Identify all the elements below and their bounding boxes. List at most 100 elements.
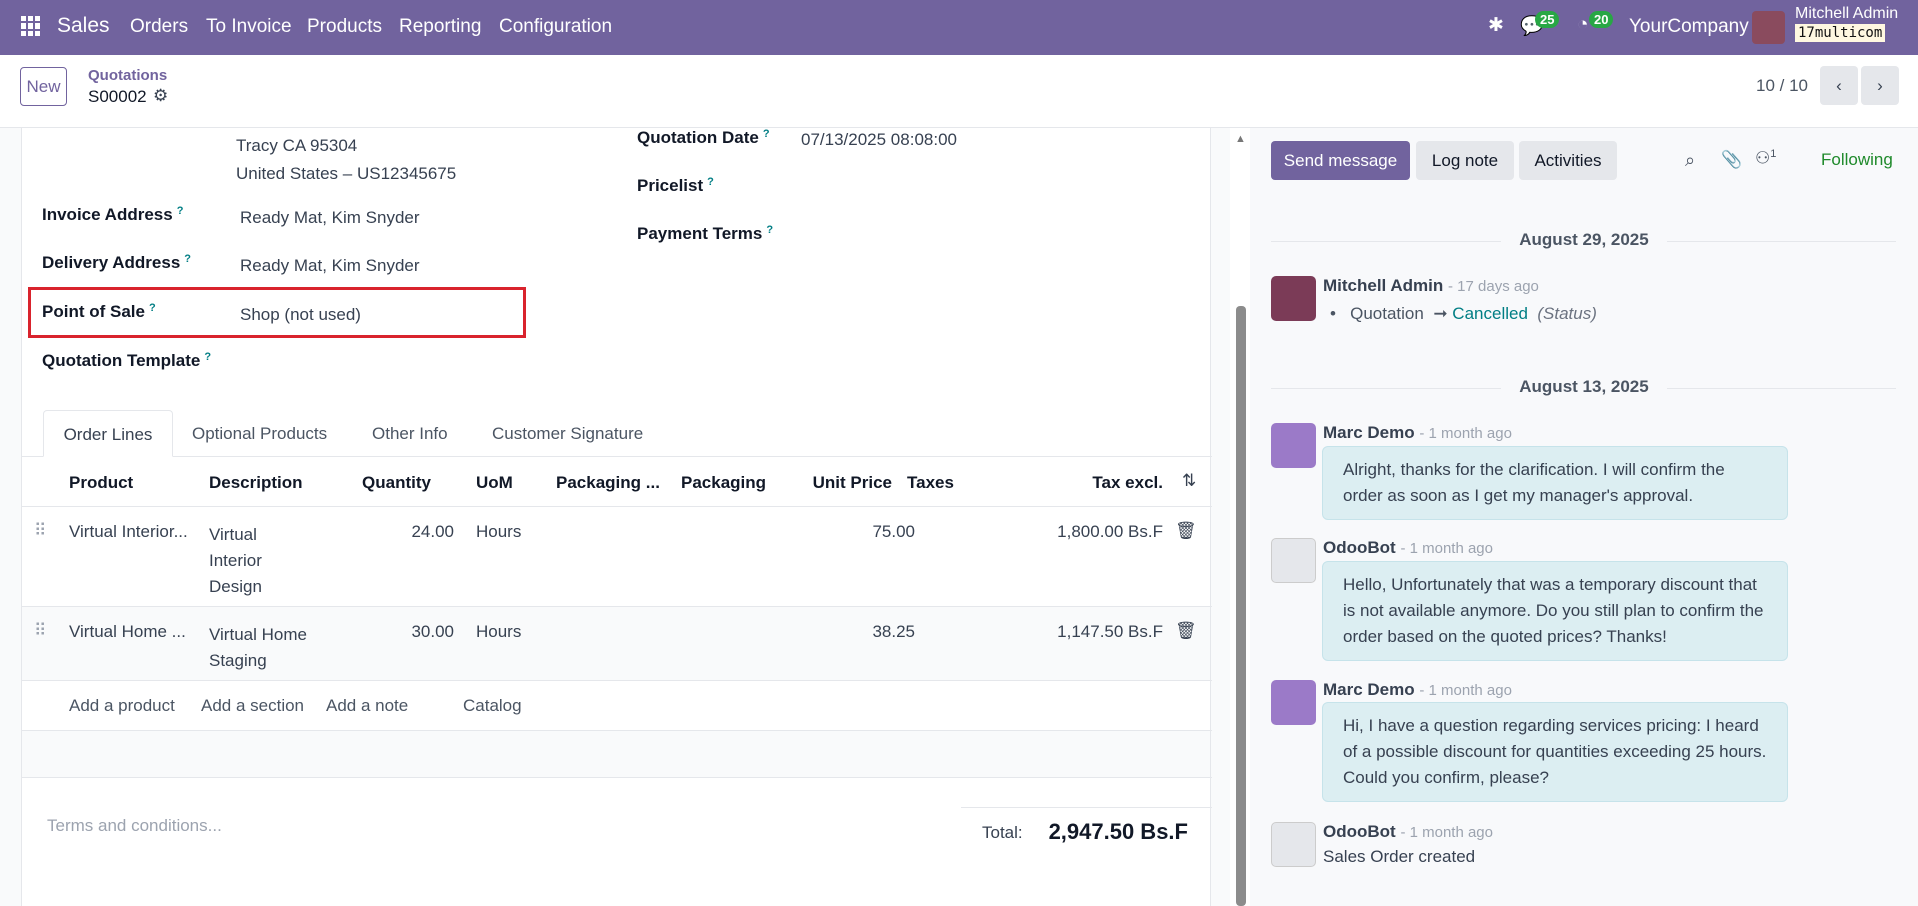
user-avatar[interactable] <box>1752 11 1785 44</box>
scroll-up-arrow-icon[interactable]: ▲ <box>1235 133 1246 145</box>
cell-subtotal: 1,147.50 Bs.F <box>1057 622 1163 641</box>
tab-customer-signature[interactable]: Customer Signature <box>492 424 644 443</box>
pricelist-label: Pricelist? <box>637 176 714 195</box>
tab-optional-products[interactable]: Optional Products <box>192 424 328 443</box>
message-body: Sales Order created <box>1323 847 1476 866</box>
table-row[interactable]: ⠿ Virtual Interior... Virtual Interior Des… <box>22 507 1210 606</box>
address-line: Tracy CA 95304 <box>236 136 358 155</box>
messages-badge: 25 <box>1535 11 1560 28</box>
log-note-button[interactable]: Log note <box>1416 141 1514 180</box>
message-author: Marc Demo - 1 month ago <box>1323 680 1512 699</box>
gear-icon[interactable]: ⚙ <box>153 86 169 105</box>
app-name[interactable]: Sales <box>57 14 110 37</box>
divider <box>22 777 1212 778</box>
trash-icon[interactable]: 🗑 <box>1175 521 1197 540</box>
control-panel: New Quotations S00002 ⚙ 10 / 10 ‹ › <box>0 55 1918 128</box>
menu-orders[interactable]: Orders <box>130 16 189 37</box>
chatter: Send message Log note Activities ⌕ 📎 ⚇1 … <box>1250 128 1918 906</box>
followers-icon[interactable]: ⚇1 <box>1755 148 1777 168</box>
tab-order-lines[interactable]: Order Lines <box>43 410 173 457</box>
col-unit-price[interactable]: Unit Price <box>812 473 892 492</box>
col-taxes[interactable]: Taxes <box>907 473 954 492</box>
col-tax-excl[interactable]: Tax excl. <box>1092 473 1163 492</box>
form-sheet: Tracy CA 95304 United States – US1234567… <box>21 128 1212 906</box>
add-section-link[interactable]: Add a section <box>201 696 305 715</box>
drag-handle-icon[interactable]: ⠿ <box>34 621 47 640</box>
apps-menu-icon[interactable] <box>21 16 41 36</box>
avatar[interactable] <box>1271 680 1316 725</box>
menu-products[interactable]: Products <box>307 16 382 37</box>
col-description[interactable]: Description <box>209 473 303 492</box>
cell-subtotal: 1,800.00 Bs.F <box>1057 522 1163 541</box>
search-icon[interactable]: ⌕ <box>1685 150 1696 170</box>
avatar[interactable] <box>1271 276 1316 321</box>
activities-clock-icon[interactable]: ◔ <box>1577 14 1589 35</box>
invoice-address-label: Invoice Address? <box>42 205 184 224</box>
menu-configuration[interactable]: Configuration <box>499 16 613 37</box>
tracking-value: • Quotation ➞ Cancelled (Status) <box>1330 304 1597 323</box>
col-packaging-qty[interactable]: Packaging ... <box>556 473 660 492</box>
address-line: United States – US12345675 <box>236 164 457 183</box>
total-divider <box>961 807 1212 808</box>
message-author: OdooBot - 1 month ago <box>1323 538 1493 557</box>
arrow-right-icon: ➞ <box>1428 304 1448 323</box>
paperclip-icon[interactable]: 📎 <box>1721 150 1743 169</box>
drag-handle-icon[interactable]: ⠿ <box>34 521 47 540</box>
pager-previous-button[interactable]: ‹ <box>1820 66 1858 105</box>
highlight-box <box>28 287 526 338</box>
optional-columns-icon[interactable]: ⇅ <box>1182 471 1197 490</box>
message-bubble: Alright, thanks for the clarification. I… <box>1322 446 1788 520</box>
avatar[interactable] <box>1271 538 1316 583</box>
form-scrollbar[interactable] <box>1236 306 1246 906</box>
pager-value[interactable]: 10 / 10 <box>1756 76 1808 95</box>
add-product-link[interactable]: Add a product <box>69 696 175 715</box>
date-separator: August 29, 2025 <box>1250 230 1918 250</box>
cell-uom[interactable]: Hours <box>476 522 522 541</box>
followers-count: 1 <box>1770 148 1777 160</box>
menu-to-invoice[interactable]: To Invoice <box>206 16 292 37</box>
cell-product[interactable]: Virtual Home ... <box>69 622 186 641</box>
point-of-sale-label: Point of Sale? <box>42 302 156 321</box>
menu-reporting[interactable]: Reporting <box>399 16 482 37</box>
catalog-link[interactable]: Catalog <box>463 696 522 715</box>
company-switcher[interactable]: YourCompany <box>1629 16 1749 37</box>
new-button[interactable]: New <box>20 67 67 106</box>
point-of-sale-field[interactable]: Shop (not used) <box>240 305 361 324</box>
terms-input[interactable]: Terms and conditions... <box>47 816 222 835</box>
cell-unit-price[interactable]: 75.00 <box>872 522 915 541</box>
total-value: 2,947.50 Bs.F <box>1048 819 1188 844</box>
avatar[interactable] <box>1271 423 1316 468</box>
cell-description[interactable]: Virtual Home Staging <box>209 625 307 670</box>
breadcrumb-quotations[interactable]: Quotations <box>88 67 168 84</box>
table-footer <box>22 731 1210 777</box>
col-packaging[interactable]: Packaging <box>681 473 767 492</box>
message-author: OdooBot - 1 month ago <box>1323 822 1493 841</box>
avatar[interactable] <box>1271 822 1316 867</box>
delivery-address-field[interactable]: Ready Mat, Kim Snyder <box>240 256 420 275</box>
send-message-button[interactable]: Send message <box>1271 141 1410 180</box>
pager-next-button[interactable]: › <box>1861 66 1899 105</box>
cell-uom[interactable]: Hours <box>476 622 522 641</box>
record-name: S00002 <box>88 87 147 106</box>
add-note-link[interactable]: Add a note <box>326 696 409 715</box>
cell-product[interactable]: Virtual Interior... <box>69 522 188 541</box>
debug-bug-icon[interactable]: ✱ <box>1488 15 1504 36</box>
cell-quantity[interactable]: 30.00 <box>411 622 454 641</box>
user-name[interactable]: Mitchell Admin <box>1795 5 1899 22</box>
activities-button[interactable]: Activities <box>1519 141 1617 180</box>
tab-other-info[interactable]: Other Info <box>372 424 448 443</box>
message-author: Marc Demo - 1 month ago <box>1323 423 1512 442</box>
payment-terms-label: Payment Terms? <box>637 224 774 243</box>
cell-unit-price[interactable]: 38.25 <box>872 622 915 641</box>
following-button[interactable]: Following <box>1821 150 1893 169</box>
cell-description[interactable]: Virtual Interior Design <box>209 525 262 596</box>
trash-icon[interactable]: 🗑 <box>1175 621 1197 640</box>
table-row[interactable]: ⠿ Virtual Home ... Virtual Home Staging 3… <box>22 607 1210 680</box>
form-view: Tracy CA 95304 United States – US1234567… <box>0 128 1246 906</box>
col-quantity[interactable]: Quantity <box>362 473 431 492</box>
col-product[interactable]: Product <box>69 473 134 492</box>
quotation-date-field[interactable]: 07/13/2025 08:08:00 <box>801 130 957 149</box>
invoice-address-field[interactable]: Ready Mat, Kim Snyder <box>240 208 420 227</box>
cell-quantity[interactable]: 24.00 <box>411 522 454 541</box>
col-uom[interactable]: UoM <box>476 473 513 492</box>
